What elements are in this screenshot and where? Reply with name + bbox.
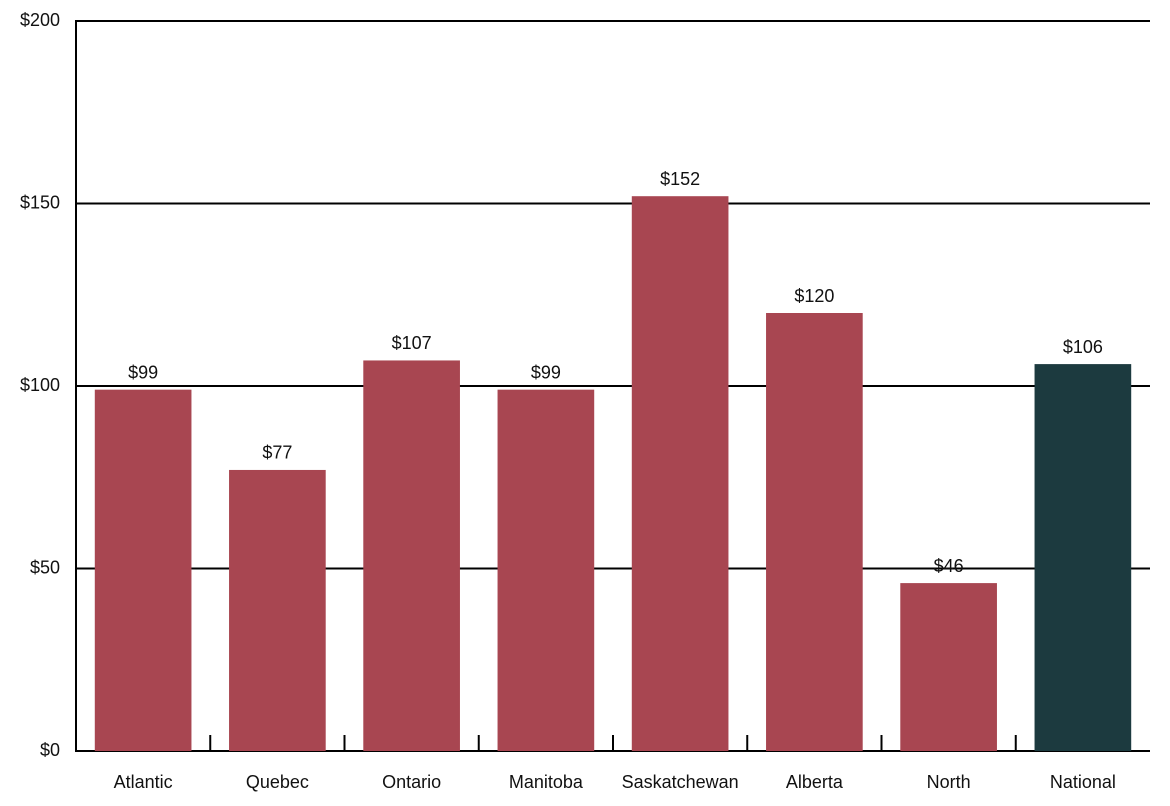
x-tick-label: Ontario bbox=[382, 772, 441, 792]
y-tick-label: $50 bbox=[30, 557, 60, 577]
value-label: $99 bbox=[128, 362, 158, 382]
bar bbox=[631, 196, 729, 751]
value-label: $120 bbox=[794, 286, 834, 306]
x-tick-label: Atlantic bbox=[114, 772, 173, 792]
y-tick-label: $100 bbox=[20, 375, 60, 395]
value-label: $99 bbox=[531, 362, 561, 382]
bar bbox=[94, 389, 192, 751]
bar bbox=[497, 389, 595, 751]
y-tick-label: $150 bbox=[20, 192, 60, 212]
x-tick-label: National bbox=[1050, 772, 1116, 792]
value-label: $46 bbox=[934, 556, 964, 576]
bar bbox=[363, 360, 460, 751]
x-tick-label: Quebec bbox=[246, 772, 309, 792]
x-tick-label: Manitoba bbox=[509, 772, 584, 792]
value-label: $77 bbox=[262, 443, 292, 463]
x-tick-label: North bbox=[927, 772, 971, 792]
bar bbox=[900, 583, 997, 751]
bar bbox=[229, 469, 326, 751]
y-tick-label: $0 bbox=[40, 740, 60, 760]
value-label: $152 bbox=[660, 169, 700, 189]
bar bbox=[1034, 364, 1132, 751]
bar bbox=[766, 313, 863, 751]
value-label: $107 bbox=[392, 333, 432, 353]
value-label: $106 bbox=[1063, 337, 1103, 357]
y-tick-label: $200 bbox=[20, 10, 60, 30]
x-tick-label: Saskatchewan bbox=[622, 772, 739, 792]
x-tick-label: Alberta bbox=[786, 772, 844, 792]
